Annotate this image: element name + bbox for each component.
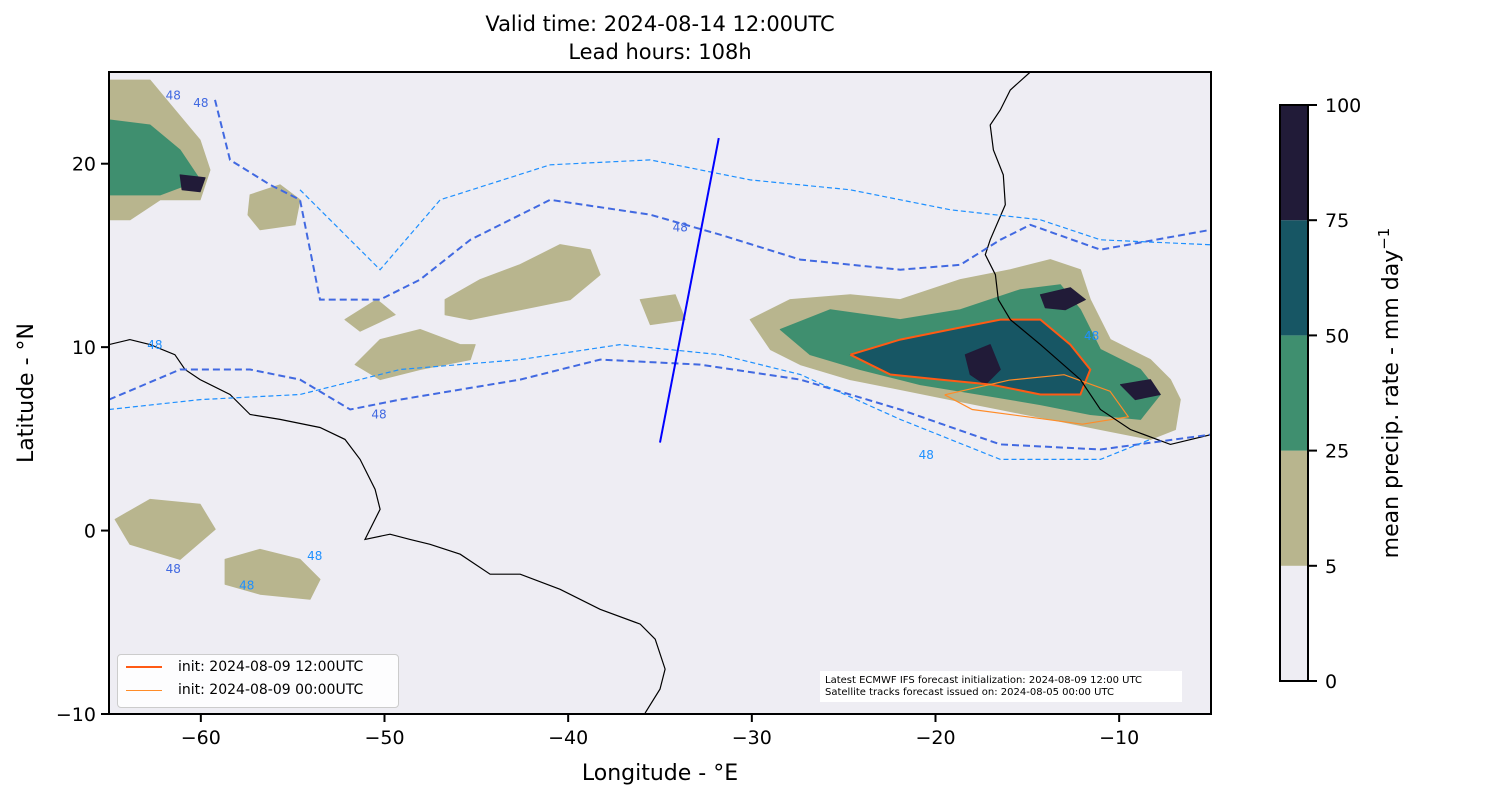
contour-label: 48 — [166, 89, 181, 103]
contour-label: 48 — [919, 448, 934, 462]
colorbar-label: mean precip. rate - mm day−1 — [1375, 228, 1404, 559]
precip-region — [247, 184, 301, 231]
colorbar-frame — [1279, 104, 1309, 682]
x-tick-label: −20 — [915, 727, 955, 749]
title-line1: Valid time: 2024-08-14 12:00UTC — [485, 12, 835, 36]
x-tick-label: −60 — [181, 727, 221, 749]
y-tick-label: 10 — [72, 337, 96, 359]
contour-label: 48 — [239, 578, 254, 592]
precip-region — [964, 344, 1001, 386]
colorbar-segment — [1280, 220, 1308, 336]
map-frame — [108, 71, 1212, 715]
title-line2: Lead hours: 108h — [568, 40, 752, 64]
colorbar-tick-label: 100 — [1325, 95, 1361, 117]
forecast-info-box: Latest ECMWF IFS forecast initialization… — [820, 671, 1182, 702]
contour-48-line — [109, 358, 1211, 451]
legend-item-00utc: init: 2024-08-09 00:00UTC — [126, 682, 363, 698]
colorbar-segment — [1280, 565, 1308, 681]
colorbar-tick-label: 5 — [1325, 556, 1337, 578]
precip-region — [444, 244, 601, 321]
y-tick-label: −10 — [56, 704, 96, 726]
contour-label: 48 — [371, 408, 386, 422]
contour-48-line — [299, 159, 1211, 271]
precip-region — [344, 299, 396, 332]
contour-label: 48 — [166, 562, 181, 576]
colorbar-tick-label: 50 — [1325, 325, 1349, 347]
legend-item-12utc: init: 2024-08-09 12:00UTC — [126, 659, 363, 675]
precip-region — [639, 294, 686, 326]
track-issued-text: Satellite tracks forecast issued on: 202… — [825, 687, 1114, 698]
contour-label: 48 — [673, 221, 688, 235]
coastline — [984, 72, 1211, 446]
contour-48-line — [214, 99, 1211, 301]
contour-label: 48 — [307, 549, 322, 563]
coastline — [109, 338, 666, 714]
colorbar-tick-label: 75 — [1325, 210, 1349, 232]
forecast-init-text: Latest ECMWF IFS forecast initialization… — [825, 675, 1142, 686]
satellite-track-line — [659, 137, 720, 443]
y-tick-label: 0 — [84, 521, 96, 543]
x-tick-label: −30 — [732, 727, 772, 749]
x-tick-label: −50 — [364, 727, 404, 749]
contour-label: 48 — [147, 338, 162, 352]
precip-region — [354, 329, 476, 381]
precip-region — [114, 498, 216, 560]
legend: init: 2024-08-09 12:00UTC init: 2024-08-… — [117, 654, 399, 708]
legend-label: init: 2024-08-09 12:00UTC — [178, 659, 364, 675]
precip-region — [1120, 379, 1161, 401]
x-tick-label: −40 — [548, 727, 588, 749]
y-tick-label: 20 — [72, 154, 96, 176]
legend-line-icon — [126, 666, 162, 668]
colorbar-tick-label: 25 — [1325, 441, 1349, 463]
legend-line-icon — [126, 689, 162, 691]
legend-label: init: 2024-08-09 00:00UTC — [178, 682, 364, 698]
colorbar-segment — [1280, 105, 1308, 221]
colorbar-segment — [1280, 335, 1308, 451]
precip-region — [224, 548, 321, 600]
x-axis-label: Longitude - °E — [582, 761, 738, 786]
colorbar-segment — [1280, 450, 1308, 566]
colorbar-tick-label: 0 — [1325, 671, 1337, 693]
contour-label: 48 — [1084, 329, 1099, 343]
contour-label: 48 — [193, 96, 208, 110]
x-tick-label: −10 — [1099, 727, 1139, 749]
ensemble-contour-00UTC — [944, 374, 1130, 425]
ensemble-contour-12UTC — [849, 318, 1092, 396]
precip-region — [1039, 287, 1086, 311]
y-axis-label: Latitude - °N — [14, 323, 39, 463]
precip-region — [179, 174, 206, 193]
